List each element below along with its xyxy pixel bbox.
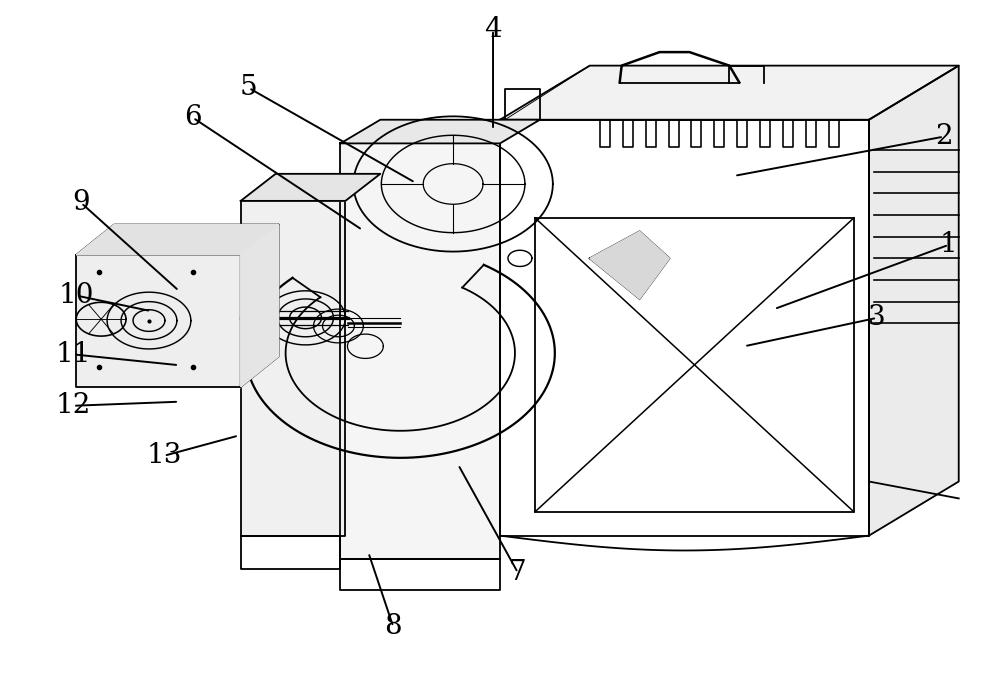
Polygon shape <box>340 143 500 559</box>
Text: 3: 3 <box>868 304 886 331</box>
Text: 2: 2 <box>935 123 953 150</box>
Text: 6: 6 <box>184 104 202 131</box>
Polygon shape <box>76 255 241 387</box>
Text: 13: 13 <box>146 442 182 469</box>
Polygon shape <box>241 225 279 387</box>
Text: 7: 7 <box>509 559 527 586</box>
Text: 9: 9 <box>72 189 90 217</box>
Text: 11: 11 <box>55 341 91 368</box>
Text: 5: 5 <box>240 75 258 101</box>
Polygon shape <box>76 225 279 255</box>
Text: 1: 1 <box>940 232 958 258</box>
Polygon shape <box>241 201 345 536</box>
Text: 10: 10 <box>58 282 94 309</box>
Polygon shape <box>869 66 959 536</box>
Polygon shape <box>340 120 540 143</box>
Text: 12: 12 <box>56 392 91 419</box>
Text: 4: 4 <box>484 16 502 43</box>
Polygon shape <box>500 66 959 120</box>
Text: 8: 8 <box>384 613 402 640</box>
Polygon shape <box>241 174 380 201</box>
Polygon shape <box>590 232 670 299</box>
